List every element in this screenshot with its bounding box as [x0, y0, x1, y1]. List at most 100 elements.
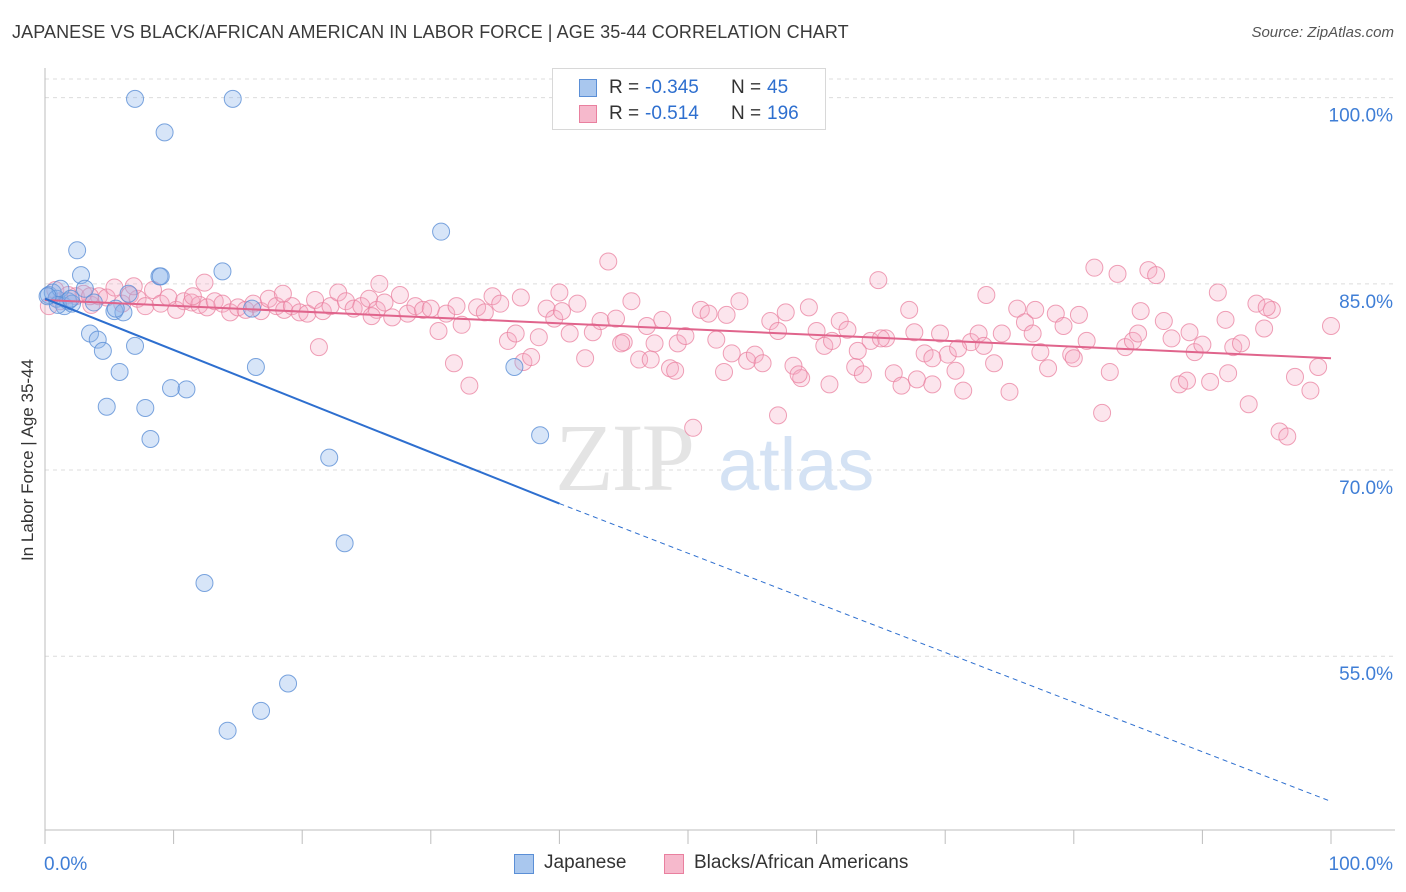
data-point-blacks: [1100, 362, 1119, 381]
data-point-blacks: [1193, 335, 1212, 354]
data-point-blacks: [977, 285, 996, 304]
data-point-blacks: [668, 334, 687, 353]
data-point-blacks: [375, 293, 394, 312]
data-point-blacks: [491, 294, 510, 313]
n-value: 196: [767, 103, 799, 124]
data-point-blacks: [730, 292, 749, 311]
data-point-blacks: [938, 345, 957, 364]
trend-line-japanese: [44, 297, 560, 505]
data-point-blacks: [1301, 381, 1320, 400]
data-point-blacks: [483, 287, 502, 306]
data-point-blacks: [954, 381, 973, 400]
data-point-blacks: [1239, 395, 1258, 414]
data-point-blacks: [653, 310, 672, 329]
n-label: N =: [731, 77, 762, 98]
data-point-blacks: [511, 288, 530, 307]
data-point-blacks: [907, 370, 926, 389]
data-point-blacks: [807, 321, 826, 340]
data-point-blacks: [362, 307, 381, 326]
trend-lines: [44, 297, 1332, 802]
data-point-blacks: [946, 361, 965, 380]
series-japanese: [38, 89, 550, 740]
data-point-blacks: [383, 308, 402, 327]
data-point-japanese: [68, 241, 87, 260]
data-point-blacks: [522, 348, 541, 367]
data-point-blacks: [923, 349, 942, 368]
data-point-japanese: [505, 357, 524, 376]
n-value: 45: [767, 77, 789, 98]
trend-line-japanese-extrapolated: [559, 503, 1332, 802]
data-point-blacks: [1257, 298, 1276, 317]
data-point-blacks: [552, 302, 571, 321]
data-point-japanese: [110, 362, 129, 381]
data-point-japanese: [177, 380, 196, 399]
data-point-blacks: [769, 321, 788, 340]
watermark-atlas: atlas: [718, 423, 874, 506]
data-point-blacks: [1054, 317, 1073, 336]
data-point-japanese: [432, 222, 451, 241]
data-point-japanese: [141, 429, 160, 448]
data-point-blacks: [1093, 403, 1112, 422]
data-point-blacks: [1201, 372, 1220, 391]
data-point-blacks: [568, 294, 587, 313]
data-point-blacks: [900, 300, 919, 319]
data-point-blacks: [421, 299, 440, 318]
tick-labels: 55.0% 70.0% 85.0% 100.0% 0.0% 100.0%: [44, 106, 1393, 875]
data-point-blacks: [699, 304, 718, 323]
chart-title: JAPANESE VS BLACK/AFRICAN AMERICAN IN LA…: [12, 22, 849, 42]
data-point-blacks: [707, 330, 726, 349]
data-point-blacks: [606, 309, 625, 328]
data-point-blacks: [1064, 349, 1083, 368]
data-point-blacks: [444, 354, 463, 373]
data-point-blacks: [298, 304, 317, 323]
data-point-blacks: [259, 289, 278, 308]
data-point-blacks: [1129, 324, 1148, 343]
data-point-blacks: [591, 312, 610, 331]
watermark-zip: ZIP: [555, 404, 693, 511]
data-point-blacks: [390, 285, 409, 304]
data-point-blacks: [183, 287, 202, 306]
axes: [44, 68, 1395, 844]
data-point-japanese: [155, 123, 174, 142]
r-label: R =: [609, 77, 640, 98]
data-point-japanese: [252, 701, 271, 720]
legend-swatch-blacks: [664, 854, 684, 874]
data-point-blacks: [136, 297, 155, 316]
data-point-blacks: [1219, 364, 1238, 383]
data-point-blacks: [429, 321, 448, 340]
data-point-japanese: [88, 330, 107, 349]
data-point-japanese: [195, 573, 214, 592]
data-point-blacks: [1231, 334, 1250, 353]
data-point-blacks: [537, 299, 556, 318]
data-point-blacks: [1008, 299, 1027, 318]
data-point-japanese: [72, 266, 91, 285]
legend-label: Blacks/African Americans: [694, 852, 909, 873]
data-point-blacks: [684, 418, 703, 437]
data-point-japanese: [279, 674, 298, 693]
data-point-blacks: [273, 284, 292, 303]
data-point-japanese: [97, 397, 116, 416]
x-tick-label: 0.0%: [44, 854, 87, 875]
trend-line-blacks: [44, 298, 1332, 360]
data-point-japanese: [119, 284, 138, 303]
data-point-japanese: [151, 267, 170, 286]
data-point-blacks: [660, 359, 679, 378]
data-point-blacks: [715, 362, 734, 381]
data-point-japanese: [75, 279, 94, 298]
data-point-blacks: [309, 338, 328, 357]
data-point-blacks: [498, 331, 517, 350]
data-point-blacks: [1278, 427, 1297, 446]
data-point-blacks: [475, 303, 494, 322]
data-point-blacks: [1180, 323, 1199, 342]
data-point-blacks: [370, 274, 389, 293]
data-point-japanese: [213, 262, 232, 281]
r-label: R =: [609, 103, 640, 124]
data-point-blacks: [1131, 302, 1150, 321]
data-point-blacks: [1085, 258, 1104, 277]
data-point-blacks: [1177, 371, 1196, 390]
data-point-japanese: [531, 426, 550, 445]
data-point-blacks: [789, 365, 808, 384]
data-point-blacks: [931, 324, 950, 343]
data-point-blacks: [1255, 319, 1274, 338]
